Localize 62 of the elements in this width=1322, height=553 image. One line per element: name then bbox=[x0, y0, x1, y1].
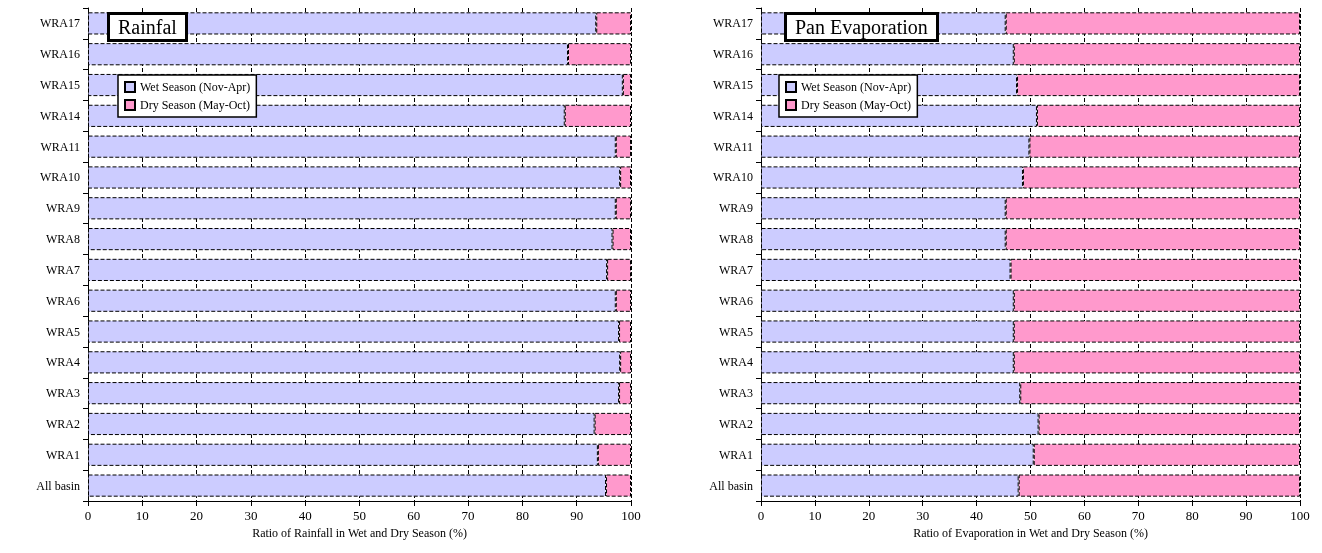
y-tick-label: WRA8 bbox=[719, 232, 753, 247]
y-tick-label: WRA2 bbox=[46, 416, 80, 431]
x-tick-label: 50 bbox=[1024, 508, 1037, 523]
y-tick-label: WRA5 bbox=[46, 324, 80, 339]
y-tick-label: All basin bbox=[709, 478, 753, 493]
y-tick-label: WRA17 bbox=[40, 16, 80, 31]
y-tick-label: WRA1 bbox=[46, 447, 80, 462]
y-tick-label: WRA10 bbox=[713, 170, 753, 185]
y-tick-label: WRA9 bbox=[719, 201, 753, 216]
y-tick-label: WRA15 bbox=[40, 78, 80, 93]
legend-label: Dry Season (May-Oct) bbox=[801, 98, 911, 112]
chart-title: Pan Evaporation bbox=[795, 16, 928, 39]
y-tick-label: WRA7 bbox=[46, 262, 80, 277]
x-tick-label: 80 bbox=[515, 508, 529, 523]
y-tick-label: WRA5 bbox=[719, 324, 753, 339]
x-tick-label: 90 bbox=[1239, 508, 1253, 523]
x-tick-label: 50 bbox=[353, 508, 366, 523]
legend-label: Dry Season (May-Oct) bbox=[140, 98, 250, 112]
x-tick-label: 20 bbox=[190, 508, 204, 523]
legend-label: Wet Season (Nov-Apr) bbox=[801, 80, 912, 94]
x-tick-label: 10 bbox=[808, 508, 822, 523]
y-tick-label: WRA4 bbox=[46, 355, 80, 370]
x-tick-label: 70 bbox=[461, 508, 475, 523]
y-tick-label: WRA11 bbox=[40, 139, 80, 154]
chart-title: Rainfal bbox=[118, 16, 178, 38]
x-tick-label: 40 bbox=[970, 508, 984, 523]
y-tick-label: WRA14 bbox=[40, 108, 80, 123]
y-tick-label: WRA9 bbox=[46, 201, 80, 216]
y-tick-label: WRA2 bbox=[719, 416, 753, 431]
y-tick-label: All basin bbox=[36, 478, 80, 493]
y-tick-label: WRA7 bbox=[719, 262, 753, 277]
x-tick-label: 0 bbox=[757, 508, 765, 523]
y-tick-label: WRA16 bbox=[713, 47, 753, 62]
y-tick-label: WRA8 bbox=[46, 232, 80, 247]
x-tick-label: 30 bbox=[244, 508, 258, 523]
y-tick-label: WRA3 bbox=[46, 386, 80, 401]
x-tick-label: 80 bbox=[1185, 508, 1199, 523]
x-axis-title: Ratio of Evaporation in Wet and Dry Season (%) bbox=[913, 526, 1148, 540]
y-tick-label: WRA6 bbox=[46, 293, 80, 308]
x-axis-title: Ratio of Rainfall in Wet and Dry Season (%) bbox=[252, 526, 467, 540]
x-tick-label: 20 bbox=[862, 508, 876, 523]
x-tick-label: 60 bbox=[1077, 508, 1091, 523]
y-tick-label: WRA16 bbox=[40, 47, 80, 62]
x-tick-label: 30 bbox=[916, 508, 930, 523]
y-tick-label: WRA4 bbox=[719, 355, 753, 370]
y-tick-label: WRA3 bbox=[719, 386, 753, 401]
y-tick-label: WRA17 bbox=[713, 16, 753, 31]
x-tick-label: 0 bbox=[84, 508, 92, 523]
x-tick-label: 40 bbox=[298, 508, 312, 523]
y-tick-label: WRA10 bbox=[40, 170, 80, 185]
x-tick-label: 100 bbox=[1290, 508, 1310, 523]
y-tick-label: WRA6 bbox=[719, 293, 753, 308]
y-tick-label: WRA1 bbox=[719, 447, 753, 462]
legend-label: Wet Season (Nov-Apr) bbox=[140, 80, 251, 94]
y-tick-label: WRA11 bbox=[713, 139, 753, 154]
x-tick-label: 10 bbox=[135, 508, 149, 523]
x-tick-label: 60 bbox=[407, 508, 421, 523]
y-tick-label: WRA15 bbox=[713, 78, 753, 93]
x-tick-label: 90 bbox=[570, 508, 584, 523]
y-tick-label: WRA14 bbox=[713, 108, 753, 123]
x-tick-label: 70 bbox=[1131, 508, 1145, 523]
x-tick-label: 100 bbox=[621, 508, 641, 523]
